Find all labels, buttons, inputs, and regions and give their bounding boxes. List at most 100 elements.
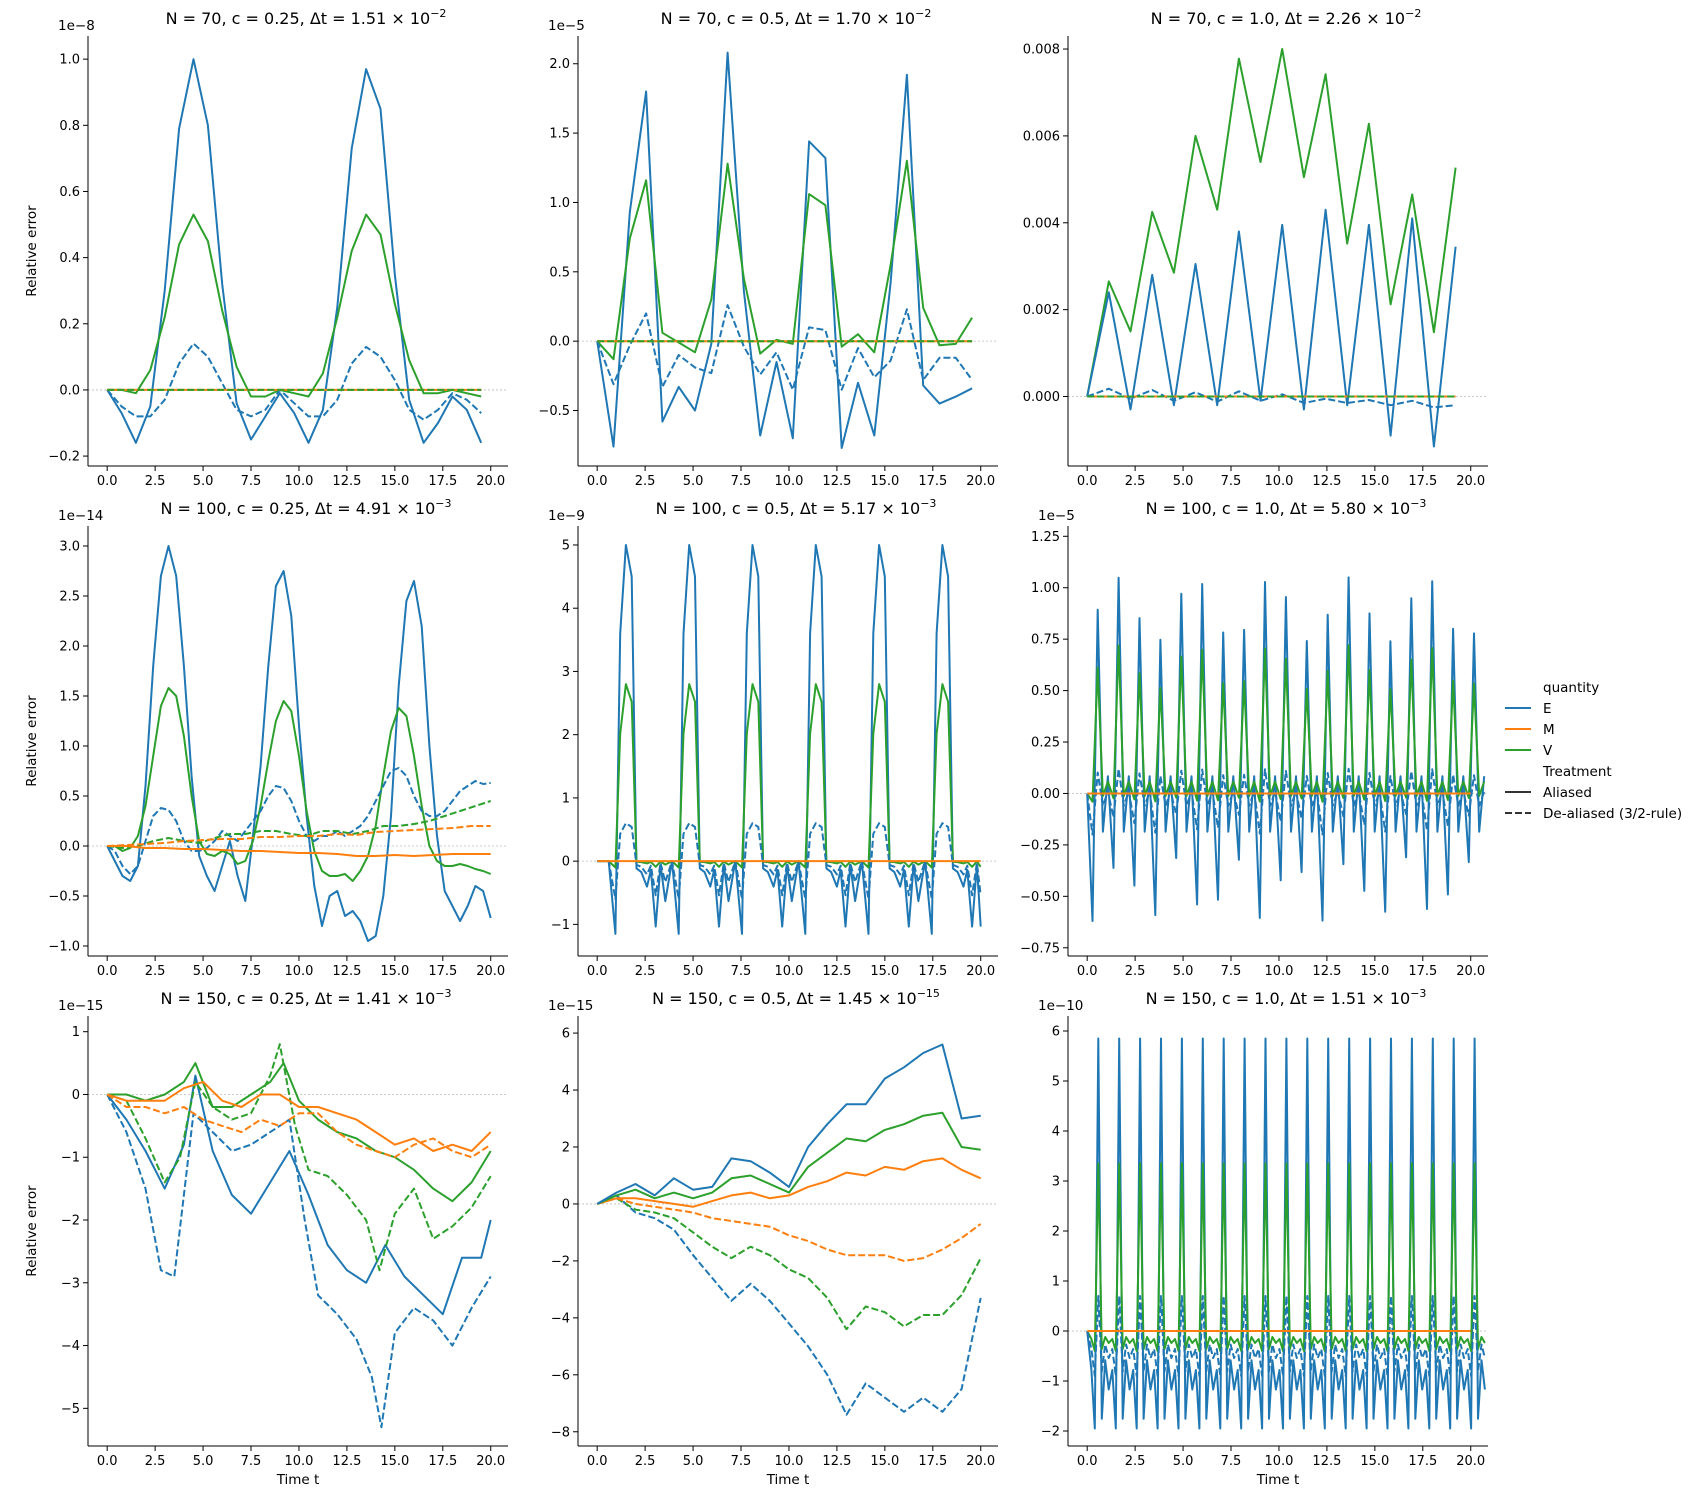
- y-tick-label: 1.0: [549, 196, 570, 211]
- x-tick-label: 0.0: [587, 964, 608, 979]
- y-tick-label: 3.0: [59, 540, 80, 555]
- x-tick-label: 2.5: [635, 474, 656, 489]
- y-tick-label: 2: [562, 1140, 570, 1155]
- x-tick-label: 5.0: [193, 474, 214, 489]
- title-part-title_dt: Δt = 4.91 × 10: [315, 499, 435, 518]
- x-axis-label: Time t: [276, 1472, 320, 1488]
- x-tick-label: 5.0: [683, 474, 704, 489]
- y-tick-label: 0.0: [549, 335, 570, 350]
- y-axis-label: Relative error: [24, 1185, 40, 1277]
- series-E-aliased: [1086, 576, 1486, 922]
- y-offset-text: 1e−15: [58, 998, 103, 1014]
- series-group: [106, 1043, 492, 1429]
- title-separator: ,: [1207, 9, 1217, 28]
- x-tick-label: 12.5: [332, 964, 361, 979]
- title-separator: ,: [1212, 499, 1222, 518]
- series-V-aliased: [107, 1062, 492, 1203]
- panel-7: 0.0 2.5 5.0 7.5 10.0 12.5 15.0 17.5 20.0 −5 −4 −3 −2…: [24, 987, 508, 1488]
- title-part-title_N: N = 150: [1146, 989, 1212, 1008]
- y-tick-label: 1.25: [1031, 530, 1060, 545]
- legend-label-E: E: [1543, 701, 1552, 717]
- x-tick-label: 7.5: [241, 474, 262, 489]
- y-tick-label: 1.0: [59, 53, 80, 68]
- title-part-title_dt: Δt = 5.80 × 10: [1290, 499, 1410, 518]
- panel-title: N = 150, c = 1.0, Δt = 1.51 × 10−3: [1146, 987, 1427, 1008]
- x-tick-label: 20.0: [1456, 1454, 1485, 1469]
- title-part-title_dt: Δt = 1.41 × 10: [315, 989, 435, 1008]
- x-tick-label: 10.0: [774, 474, 803, 489]
- y-tick-label: 0: [562, 855, 570, 870]
- y-tick-label: −2: [551, 1254, 570, 1269]
- y-tick-label: −4: [61, 1339, 80, 1354]
- x-tick-label: 5.0: [193, 964, 214, 979]
- y-axis-label: Relative error: [24, 205, 40, 297]
- x-tick-label: 0.0: [97, 964, 118, 979]
- panel-3: 0.0 2.5 5.0 7.5 10.0 12.5 15.0 17.5 20.0 0.000 0.0…: [1023, 7, 1488, 489]
- series-group: [596, 1043, 982, 1416]
- x-tick-label: 2.5: [145, 1454, 166, 1469]
- y-tick-label: 0.75: [1031, 633, 1060, 648]
- title-part-title_c: c = 0.5: [732, 499, 790, 518]
- y-tick-label: −0.50: [1020, 890, 1060, 905]
- title-exponent: −3: [1410, 987, 1426, 1000]
- series-V-aliased: [107, 687, 492, 882]
- y-offset-text: 1e−14: [58, 508, 103, 524]
- title-part-title_c: c = 1.0: [1217, 9, 1275, 28]
- x-tick-label: 12.5: [822, 1454, 851, 1469]
- title-separator: ,: [1280, 989, 1290, 1008]
- series-M-dealiased: [107, 825, 491, 847]
- legend-label-V: V: [1543, 743, 1553, 759]
- x-tick-label: 12.5: [1312, 964, 1341, 979]
- title-part-title_N: N = 150: [652, 989, 718, 1008]
- panel-title: N = 100, c = 1.0, Δt = 5.80 × 10−3: [1146, 497, 1427, 518]
- y-tick-label: 0: [562, 1197, 570, 1212]
- series-group: [1086, 1037, 1486, 1430]
- y-axis-label: Relative error: [24, 695, 40, 787]
- y-tick-label: 0.6: [59, 185, 80, 200]
- title-separator: ,: [1212, 989, 1222, 1008]
- title-part-title_N: N = 70: [661, 9, 717, 28]
- y-tick-label: −0.75: [1020, 941, 1060, 956]
- series-V-aliased: [597, 683, 982, 869]
- series-group: [106, 58, 483, 444]
- series-group: [1086, 576, 1486, 922]
- y-tick-label: 0: [72, 1088, 80, 1103]
- x-tick-label: 0.0: [97, 474, 118, 489]
- x-tick-label: 7.5: [1221, 474, 1242, 489]
- series-E-aliased: [106, 545, 492, 942]
- y-tick-label: 1: [72, 1025, 80, 1040]
- x-tick-label: 2.5: [1125, 1454, 1146, 1469]
- panel-8: 0.0 2.5 5.0 7.5 10.0 12.5 15.0 17.5 20.0 −8 −6 −4 −2…: [548, 987, 998, 1488]
- series-M-aliased: [106, 1080, 492, 1152]
- panel-6: 0.0 2.5 5.0 7.5 10.0 12.5 15.0 17.5 20.0 −0.75 −0.…: [1020, 497, 1488, 979]
- x-tick-label: 5.0: [683, 1454, 704, 1469]
- series-V-aliased: [1086, 644, 1486, 803]
- title-separator: ,: [300, 9, 310, 28]
- series-E-aliased: [596, 1043, 981, 1205]
- series-V-dealiased: [107, 800, 492, 849]
- x-tick-label: 17.5: [918, 474, 947, 489]
- legend-label-M: M: [1543, 722, 1555, 738]
- title-exponent: −2: [430, 7, 446, 20]
- x-tick-label: 17.5: [428, 964, 457, 979]
- y-tick-label: 0.00: [1031, 787, 1060, 802]
- series-group: [597, 544, 982, 935]
- x-tick-label: 2.5: [1125, 964, 1146, 979]
- series-V-aliased: [1086, 1162, 1486, 1352]
- y-tick-label: −1: [1041, 1375, 1060, 1390]
- y-offset-text: 1e−9: [548, 508, 585, 524]
- x-tick-label: 10.0: [284, 1454, 313, 1469]
- y-tick-label: 0.008: [1023, 43, 1060, 58]
- title-exponent: −3: [435, 987, 451, 1000]
- title-separator: ,: [221, 9, 231, 28]
- y-tick-label: 5: [562, 538, 570, 553]
- title-part-title_N: N = 150: [160, 989, 226, 1008]
- x-tick-label: 20.0: [966, 964, 995, 979]
- y-tick-label: −0.25: [1020, 838, 1060, 853]
- x-tick-label: 10.0: [774, 964, 803, 979]
- y-tick-label: 0.0: [59, 383, 80, 398]
- series-V-aliased: [107, 213, 482, 398]
- x-tick-label: 10.0: [1264, 1454, 1293, 1469]
- y-tick-label: 2.0: [59, 640, 80, 655]
